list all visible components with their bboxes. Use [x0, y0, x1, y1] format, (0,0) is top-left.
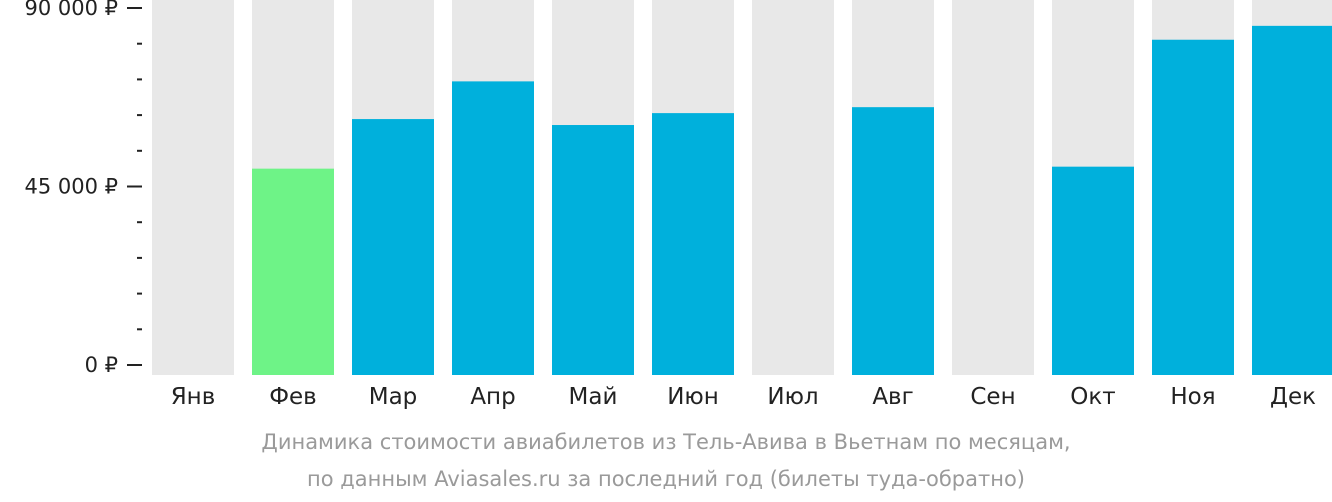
- price-chart: Янв Фев Мар Апр Май Июн Июл Авг Сен Окт Ноя Дек 90 0…: [24, 0, 1332, 410]
- x-tick-label-1: Фев: [269, 384, 317, 410]
- y-tick-label-1: 45 000 ₽: [24, 175, 118, 199]
- x-tick-label-4: Май: [569, 384, 618, 410]
- x-tick-label-7: Авг: [872, 384, 913, 410]
- bar-background-6: [752, 0, 834, 375]
- chart-caption-line-2: по данным Aviasales.ru за последний год …: [307, 467, 1025, 491]
- x-tick-label-11: Дек: [1270, 384, 1316, 410]
- chart-caption-line-1: Динамика стоимости авиабилетов из Тель-А…: [261, 430, 1071, 454]
- x-tick-label-2: Мар: [369, 384, 418, 410]
- bar-7: [852, 107, 934, 376]
- bar-background-8: [952, 0, 1034, 375]
- x-tick-label-5: Июн: [667, 384, 719, 410]
- bar-5: [652, 113, 734, 375]
- bar-2: [352, 119, 434, 375]
- x-tick-label-6: Июл: [767, 384, 818, 410]
- x-tick-label-0: Янв: [171, 384, 216, 410]
- x-tick-label-3: Апр: [470, 384, 515, 410]
- x-tick-label-10: Ноя: [1170, 384, 1215, 410]
- bar-1: [252, 168, 334, 375]
- bar-10: [1152, 39, 1234, 375]
- bar-9: [1052, 166, 1134, 375]
- bar-11: [1252, 25, 1332, 375]
- bar-4: [552, 125, 634, 376]
- bar-background-0: [152, 0, 234, 375]
- y-tick-label-2: 0 ₽: [85, 353, 118, 377]
- x-tick-label-8: Сен: [970, 384, 1015, 410]
- x-tick-label-9: Окт: [1070, 384, 1115, 410]
- y-tick-label-0: 90 000 ₽: [24, 0, 118, 20]
- bar-3: [452, 81, 534, 375]
